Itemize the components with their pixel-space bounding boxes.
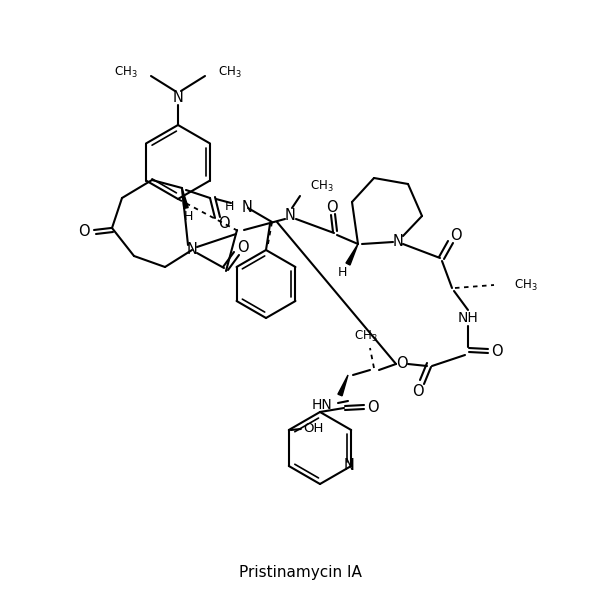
Text: N: N <box>284 208 295 223</box>
Text: H: H <box>337 265 347 278</box>
Text: CH$_3$: CH$_3$ <box>115 64 138 80</box>
Text: N: N <box>173 91 184 106</box>
Text: CH$_3$: CH$_3$ <box>514 277 538 293</box>
Text: CH$_3$: CH$_3$ <box>354 328 378 344</box>
Text: CH$_3$: CH$_3$ <box>310 178 334 194</box>
Text: NH: NH <box>458 311 478 325</box>
Text: Pristinamycin IA: Pristinamycin IA <box>239 565 361 580</box>
Text: O: O <box>78 224 90 239</box>
Polygon shape <box>346 244 358 265</box>
Text: OH: OH <box>303 421 323 434</box>
Polygon shape <box>338 375 348 396</box>
Text: CH$_3$: CH$_3$ <box>218 64 242 80</box>
Text: O: O <box>491 343 503 358</box>
Text: O: O <box>396 356 408 371</box>
Text: O: O <box>237 241 249 256</box>
Text: N: N <box>344 458 355 473</box>
Text: O: O <box>326 199 338 214</box>
Text: N: N <box>242 199 253 214</box>
Text: O: O <box>450 227 462 242</box>
Text: H: H <box>224 200 234 214</box>
Text: O: O <box>412 383 424 398</box>
Polygon shape <box>182 188 188 208</box>
Text: O: O <box>367 401 379 415</box>
Text: N: N <box>187 242 197 257</box>
Text: H: H <box>184 209 193 223</box>
Text: O: O <box>218 217 230 232</box>
Text: HN: HN <box>311 398 332 412</box>
Text: N: N <box>392 235 403 250</box>
